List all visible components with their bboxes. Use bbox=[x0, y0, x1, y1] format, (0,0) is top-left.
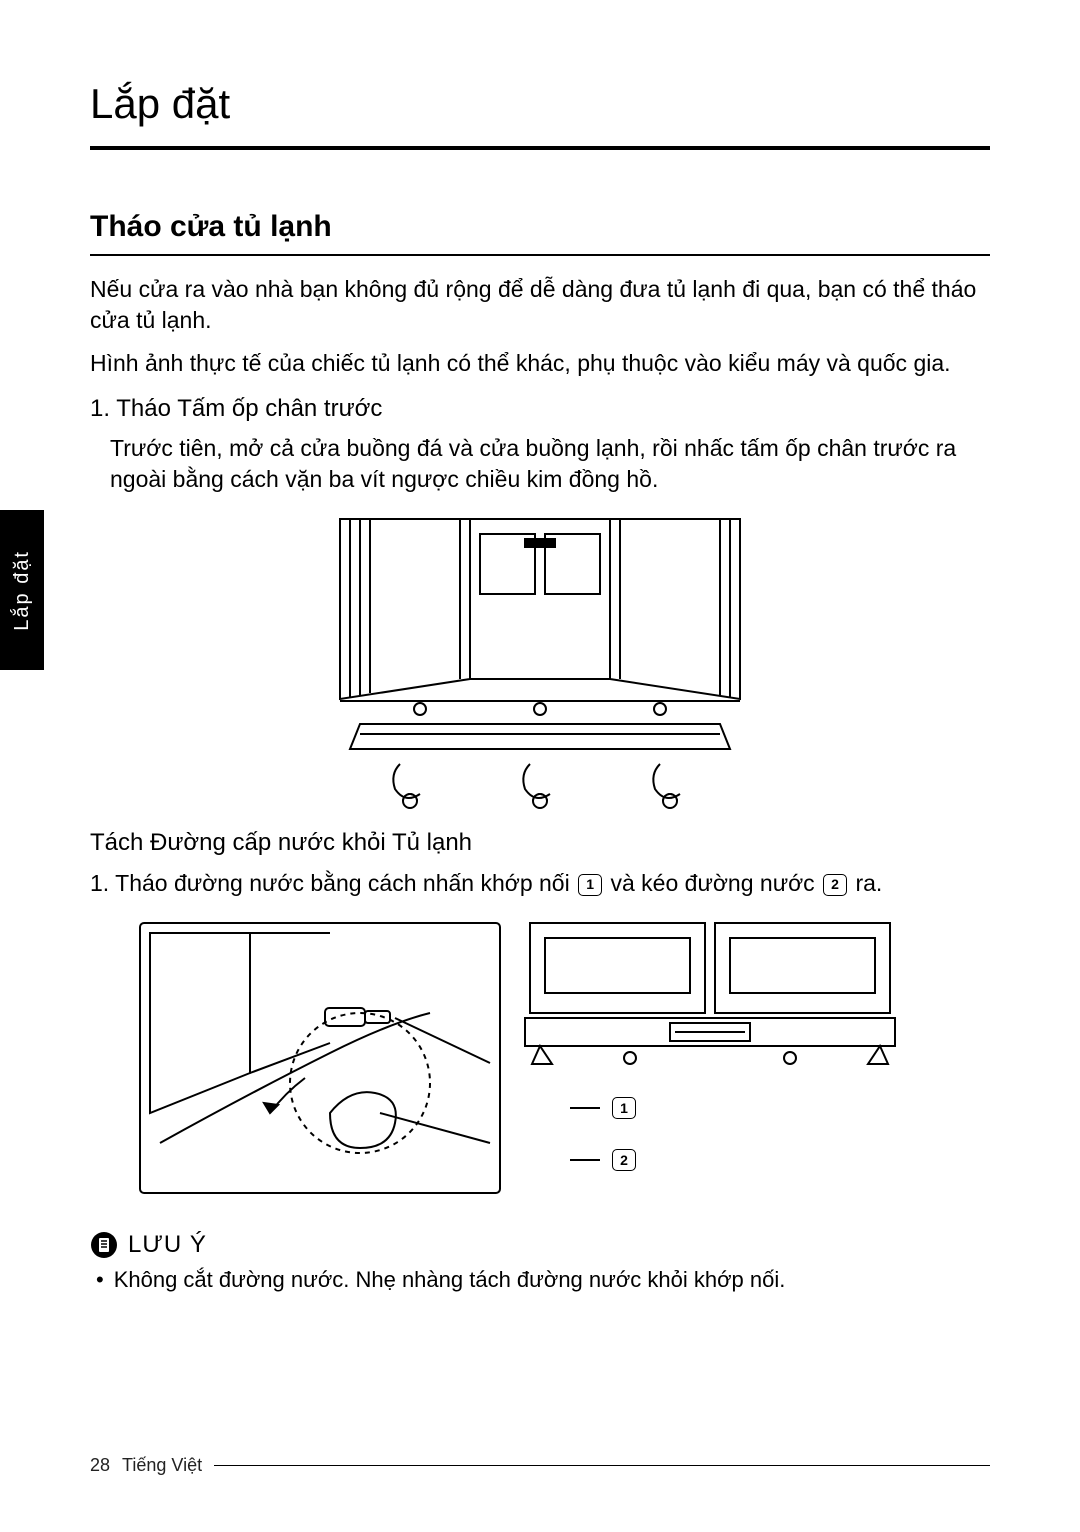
page-title: Lắp đặt bbox=[90, 80, 990, 128]
figure-right-column: 1 2 bbox=[520, 913, 900, 1171]
figure-fridge-base bbox=[520, 913, 900, 1083]
note-label: LƯU Ý bbox=[128, 1231, 207, 1259]
leader-line-1-icon bbox=[570, 1107, 600, 1109]
callout-row-1: 1 bbox=[570, 1097, 900, 1119]
callout-row-2: 2 bbox=[570, 1149, 900, 1171]
footer-rule bbox=[214, 1465, 990, 1466]
intro-paragraph-2: Hình ảnh thực tế của chiếc tủ lạnh có th… bbox=[90, 348, 990, 379]
side-tab-label: Lắp đặt bbox=[11, 550, 34, 631]
section-title: Tháo cửa tủ lạnh bbox=[90, 210, 990, 244]
substep-text-3: ra. bbox=[855, 870, 882, 896]
step1-title: 1. Tháo Tấm ốp chân trước bbox=[90, 395, 990, 423]
footer-language: Tiếng Việt bbox=[122, 1455, 202, 1476]
figure-callout-2: 2 bbox=[612, 1149, 636, 1171]
note-bullet-text: Không cắt đường nước. Nhẹ nhàng tách đườ… bbox=[114, 1265, 786, 1296]
footer-page-number: 28 bbox=[90, 1455, 110, 1476]
page: Lắp đặt Lắp đặt Tháo cửa tủ lạnh Nếu cửa… bbox=[0, 0, 1080, 1532]
page-footer: 28 Tiếng Việt bbox=[90, 1455, 990, 1476]
note-icon bbox=[90, 1231, 118, 1259]
substep-title: Tách Đường cấp nước khỏi Tủ lạnh bbox=[90, 829, 990, 857]
callout-badge-1: 1 bbox=[578, 874, 602, 896]
intro-paragraph-1: Nếu cửa ra vào nhà bạn không đủ rộng để … bbox=[90, 274, 990, 336]
callout-badge-2: 2 bbox=[823, 874, 847, 896]
section-rule bbox=[90, 254, 990, 256]
substep-text-2: và kéo đường nước bbox=[611, 870, 822, 896]
note-bullet-row: • Không cắt đường nước. Nhẹ nhàng tách đ… bbox=[96, 1265, 990, 1296]
figure-waterline-detail bbox=[130, 913, 510, 1203]
figure-remove-kickplate bbox=[300, 509, 780, 809]
leader-line-2-icon bbox=[570, 1159, 600, 1161]
figure-row-waterline: 1 2 bbox=[130, 913, 990, 1203]
step1-body: Trước tiên, mở cả cửa buồng đá và cửa bu… bbox=[110, 433, 990, 495]
side-tab: Lắp đặt bbox=[0, 510, 44, 670]
substep-body: 1. Tháo đường nước bằng cách nhấn khớp n… bbox=[90, 867, 990, 899]
figure-callout-1: 1 bbox=[612, 1097, 636, 1119]
note-header: LƯU Ý bbox=[90, 1231, 990, 1259]
title-rule bbox=[90, 146, 990, 150]
substep-text-1: 1. Tháo đường nước bằng cách nhấn khớp n… bbox=[90, 870, 576, 896]
bullet-dot-icon: • bbox=[96, 1265, 104, 1296]
